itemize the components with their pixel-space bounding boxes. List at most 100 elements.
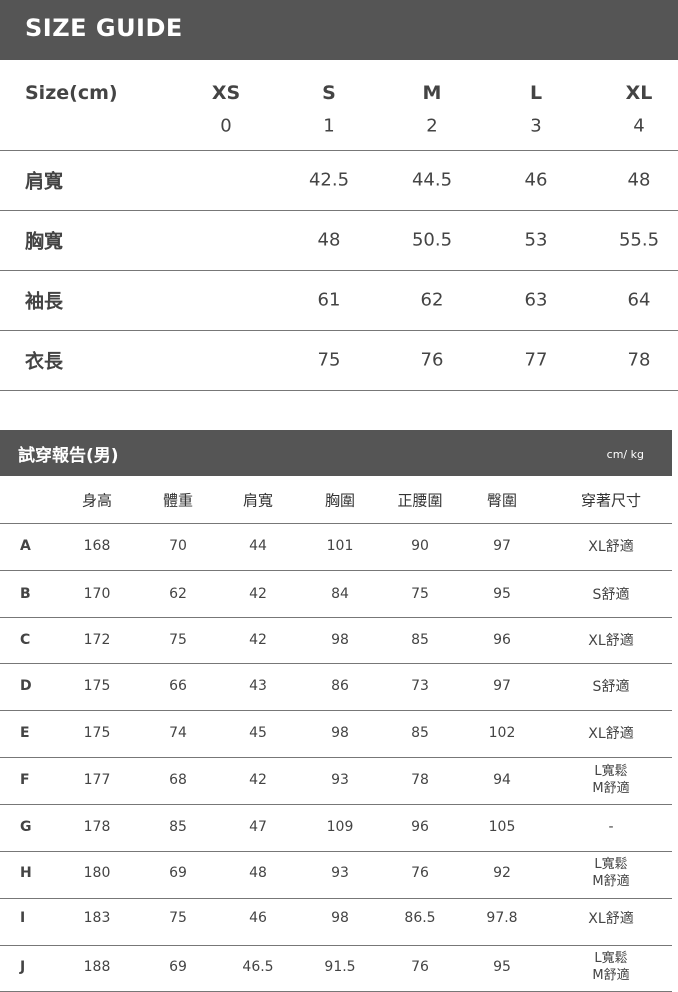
row-divider	[0, 617, 672, 618]
measure-value: 96	[493, 632, 511, 648]
measure-value: 98	[331, 910, 349, 926]
measure-value: 74	[169, 725, 187, 741]
measure-value: 98	[331, 632, 349, 648]
measure-value: 172	[83, 632, 111, 648]
size-label: XL	[625, 82, 653, 104]
measure-value: 69	[169, 959, 187, 975]
row-divider	[0, 270, 678, 271]
fit-report-header: 試穿報告(男) cm/ kg	[0, 430, 672, 476]
fit-result-line: M舒適	[592, 874, 630, 889]
measure-value: 93	[331, 865, 349, 881]
measure-value: 78	[411, 772, 429, 788]
measure-value: 44	[249, 538, 267, 554]
measure-value: 85	[169, 819, 187, 835]
column-header: 身高	[81, 491, 113, 510]
size-label: L	[529, 82, 543, 104]
measure-value: 75	[169, 632, 187, 648]
row-divider	[0, 150, 678, 151]
measure-value: 62	[169, 586, 187, 602]
column-header: 胸圍	[324, 491, 356, 510]
row-divider	[0, 210, 678, 211]
measure-value: 55.5	[618, 229, 660, 251]
row-divider	[0, 804, 672, 805]
measure-value: 42.5	[308, 169, 350, 191]
measure-value: 63	[524, 289, 548, 311]
measure-value: 50.5	[411, 229, 453, 251]
size-number: 0	[220, 115, 232, 137]
measure-value: 98	[331, 725, 349, 741]
tester-id: G	[20, 819, 32, 835]
size-guide-title: SIZE GUIDE	[25, 14, 183, 42]
measure-value: 48	[317, 229, 341, 251]
size-guide-header: SIZE GUIDE	[0, 0, 678, 60]
measure-value: 188	[83, 959, 111, 975]
size-header-label: Size(cm)	[25, 82, 118, 104]
measure-value: 61	[317, 289, 341, 311]
measure-value: 86	[331, 678, 349, 694]
measure-value: 97	[493, 538, 511, 554]
size-label: M	[422, 82, 442, 104]
measure-value: 175	[83, 725, 111, 741]
measure-value: 45	[249, 725, 267, 741]
measure-value: 84	[331, 586, 349, 602]
fit-result: XL舒適	[588, 633, 634, 649]
tester-id: C	[20, 632, 31, 648]
column-header: 體重	[162, 491, 194, 510]
column-header: 肩寬	[242, 491, 274, 510]
measure-value: 177	[83, 772, 111, 788]
fit-result: XL舒適	[588, 539, 634, 555]
measure-value: 76	[411, 865, 429, 881]
fit-result: L寬鬆 M舒適	[592, 950, 629, 984]
measure-value: 43	[249, 678, 267, 694]
row-divider	[0, 570, 672, 571]
fit-result: L寬鬆 M舒適	[592, 763, 629, 797]
tester-id: A	[20, 538, 31, 554]
measure-value: 44.5	[411, 169, 453, 191]
row-divider	[0, 898, 672, 899]
measure-value: 66	[169, 678, 187, 694]
measure-value: 175	[83, 678, 111, 694]
measure-value: 73	[411, 678, 429, 694]
fit-report-title: 試穿報告(男)	[18, 446, 119, 466]
size-label: S	[322, 82, 336, 104]
measure-value: 69	[169, 865, 187, 881]
measure-value: 85	[411, 725, 429, 741]
measure-value: 170	[83, 586, 111, 602]
measure-value: 93	[331, 772, 349, 788]
tester-id: F	[20, 772, 30, 788]
row-divider	[0, 523, 672, 524]
fit-result: XL舒適	[588, 726, 634, 742]
measure-value: 42	[249, 632, 267, 648]
measure-value: 76	[420, 349, 444, 371]
measure-value: 48	[249, 865, 267, 881]
fit-result-line: L寬鬆	[594, 764, 628, 779]
measure-value: 109	[326, 819, 354, 835]
size-number: 2	[426, 115, 438, 137]
column-header: 臀圍	[486, 491, 518, 510]
fit-result-line: M舒適	[592, 781, 630, 796]
measure-value: 183	[83, 910, 111, 926]
measure-value: 95	[493, 586, 511, 602]
measure-label: 肩寬	[25, 170, 64, 193]
measure-value: 46	[249, 910, 267, 926]
tester-id: D	[20, 678, 32, 694]
measure-value: 105	[488, 819, 516, 835]
measure-label: 胸寬	[25, 230, 64, 253]
measure-value: 97	[493, 678, 511, 694]
fit-result-line: M舒適	[592, 968, 630, 983]
measure-value: 68	[169, 772, 187, 788]
fit-result: S舒適	[592, 587, 630, 603]
measure-value: 46	[524, 169, 548, 191]
tester-id: I	[20, 910, 26, 926]
unit-label: cm/ kg	[606, 448, 644, 461]
measure-value: 94	[493, 772, 511, 788]
measure-value: 42	[249, 586, 267, 602]
measure-value: 90	[411, 538, 429, 554]
measure-value: 48	[627, 169, 651, 191]
measure-value: 178	[83, 819, 111, 835]
measure-value: 101	[326, 538, 354, 554]
measure-value: 102	[488, 725, 516, 741]
fit-result: XL舒適	[588, 911, 634, 927]
measure-value: 180	[83, 865, 111, 881]
measure-value: 46.5	[242, 959, 274, 975]
